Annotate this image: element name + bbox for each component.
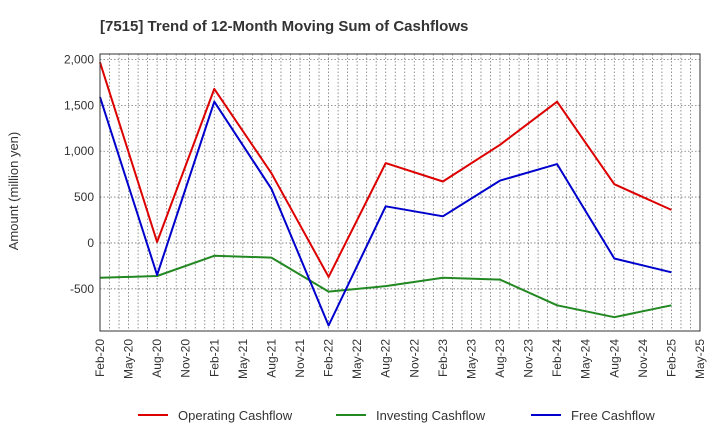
x-tick-label: Feb-20: [93, 339, 107, 377]
x-tick-label: Feb-22: [322, 339, 336, 377]
series-line-investing-cashflow: [99, 254, 672, 319]
x-tick-label: Feb-25: [664, 339, 678, 377]
legend: Operating Cashflow Investing Cashflow Free…: [138, 408, 655, 423]
y-tick-label: 0: [87, 236, 94, 250]
x-tick-label: Aug-22: [379, 339, 393, 378]
y-axis-label: Amount (million yen): [6, 132, 21, 251]
series-line-free-cashflow: [99, 96, 672, 327]
x-tick-label: Nov-22: [407, 339, 421, 378]
x-axis-ticks: Feb-20 May-20 Aug-20 Nov-20 Feb-21 May-21 Aug-…: [93, 339, 707, 379]
x-tick-label: May-21: [236, 339, 250, 379]
x-tick-label: Nov-24: [636, 339, 650, 378]
y-tick-label: 1,500: [64, 98, 94, 112]
x-tick-label: Aug-21: [264, 339, 278, 378]
x-tick-label: Aug-24: [607, 339, 621, 378]
x-tick-label: Feb-21: [207, 339, 221, 377]
chart-title: [7515] Trend of 12-Month Moving Sum of C…: [100, 18, 468, 35]
x-tick-label: May-20: [122, 339, 136, 379]
legend-label: Investing Cashflow: [376, 408, 486, 423]
x-tick-label: May-25: [693, 339, 707, 379]
series-lines: [99, 61, 672, 327]
y-tick-label: 500: [74, 190, 94, 204]
legend-label: Free Cashflow: [571, 408, 655, 423]
x-tick-label: May-23: [464, 339, 478, 379]
legend-label: Operating Cashflow: [178, 408, 293, 423]
plot-area-frame: [99, 53, 701, 332]
x-tick-label: May-24: [579, 339, 593, 379]
x-tick-label: Nov-20: [179, 339, 193, 378]
y-tick-label: 1,000: [64, 144, 94, 158]
x-tick-label: Nov-21: [293, 339, 307, 378]
grid-lines: [99, 54, 701, 331]
x-tick-label: May-22: [350, 339, 364, 379]
y-tick-label: 2,000: [64, 53, 94, 67]
x-tick-label: Feb-23: [436, 339, 450, 377]
y-tick-label: -500: [70, 282, 94, 296]
y-axis-ticks: -500 0 500 1,000 1,500 2,000: [64, 53, 94, 296]
series-line-operating-cashflow: [99, 61, 672, 278]
x-tick-label: Aug-23: [493, 339, 507, 378]
x-tick-label: Aug-20: [150, 339, 164, 378]
x-tick-label: Nov-23: [522, 339, 536, 378]
x-tick-label: Feb-24: [550, 339, 564, 377]
